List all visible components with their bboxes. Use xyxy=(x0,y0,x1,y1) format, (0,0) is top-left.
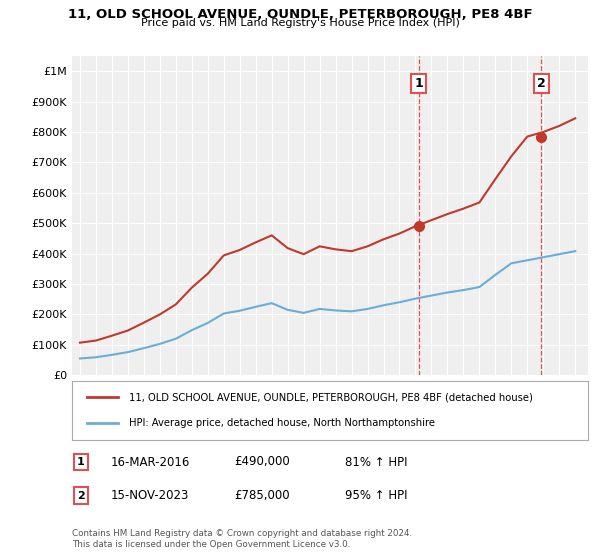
Text: 2: 2 xyxy=(77,491,85,501)
Text: £785,000: £785,000 xyxy=(234,489,290,502)
Text: 11, OLD SCHOOL AVENUE, OUNDLE, PETERBOROUGH, PE8 4BF: 11, OLD SCHOOL AVENUE, OUNDLE, PETERBORO… xyxy=(68,8,532,21)
Text: 95% ↑ HPI: 95% ↑ HPI xyxy=(345,489,407,502)
Text: 16-MAR-2016: 16-MAR-2016 xyxy=(111,455,190,469)
Text: 15-NOV-2023: 15-NOV-2023 xyxy=(111,489,190,502)
Text: HPI: Average price, detached house, North Northamptonshire: HPI: Average price, detached house, Nort… xyxy=(129,418,435,428)
Text: Price paid vs. HM Land Registry's House Price Index (HPI): Price paid vs. HM Land Registry's House … xyxy=(140,18,460,29)
Text: £490,000: £490,000 xyxy=(234,455,290,469)
Text: 81% ↑ HPI: 81% ↑ HPI xyxy=(345,455,407,469)
Text: 11, OLD SCHOOL AVENUE, OUNDLE, PETERBOROUGH, PE8 4BF (detached house): 11, OLD SCHOOL AVENUE, OUNDLE, PETERBORO… xyxy=(129,392,533,402)
Text: 1: 1 xyxy=(415,77,423,90)
Text: 1: 1 xyxy=(77,457,85,467)
Text: 2: 2 xyxy=(537,77,546,90)
Text: Contains HM Land Registry data © Crown copyright and database right 2024.
This d: Contains HM Land Registry data © Crown c… xyxy=(72,529,412,549)
